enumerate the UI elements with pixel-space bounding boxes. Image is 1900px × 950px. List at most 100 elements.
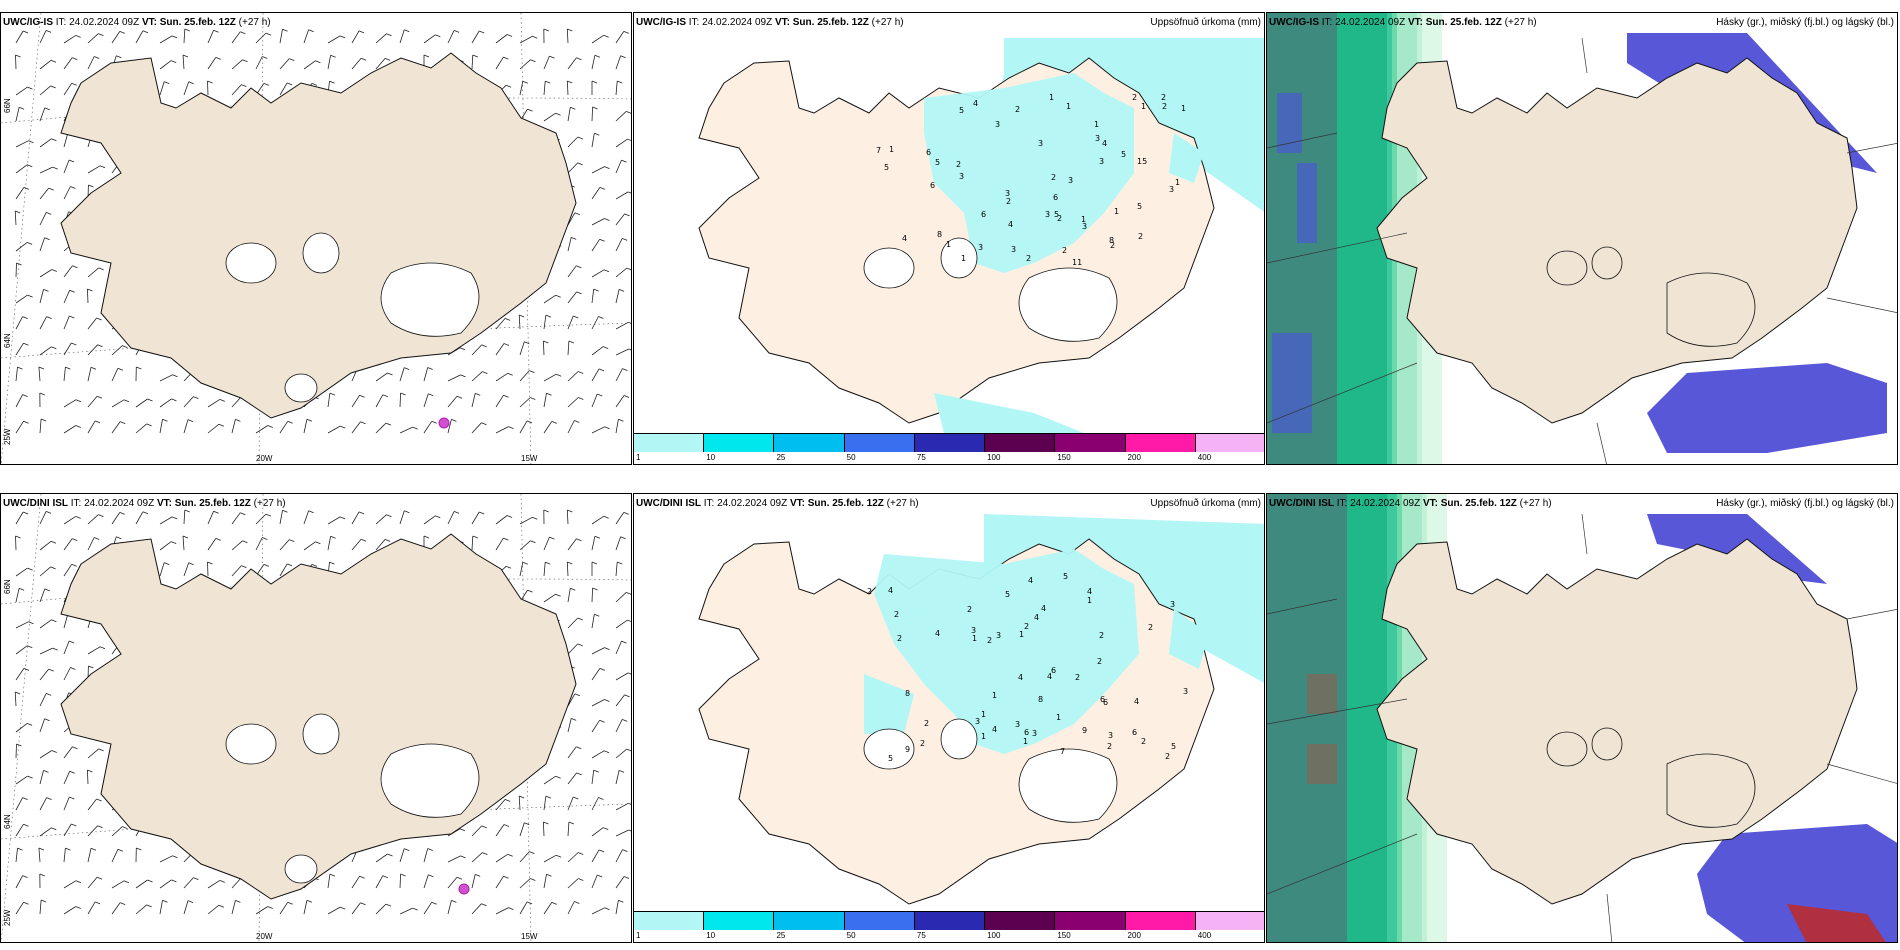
wind-barb-flag	[142, 30, 149, 34]
wind-barb-flag	[519, 314, 525, 318]
wind-barb	[567, 901, 575, 915]
wind-barb-flag	[330, 535, 336, 539]
wind-barb-flag	[75, 880, 82, 884]
wind-barb	[207, 561, 209, 577]
wind-barb	[15, 420, 24, 434]
precip-value-label: 3	[1015, 720, 1020, 729]
wind-barb-flag	[400, 392, 406, 396]
wind-barb	[63, 83, 73, 96]
wind-barb-flag	[567, 509, 573, 513]
wind-barb-flag	[18, 106, 25, 110]
wind-barb	[63, 564, 73, 577]
wind-barb	[351, 394, 360, 408]
colorbar-tick-label: 10	[706, 453, 716, 462]
wind-barb-flag	[219, 880, 225, 883]
wind-barb-flag	[530, 397, 536, 400]
precip-value-label: 4	[888, 586, 893, 595]
precip-marker	[438, 417, 450, 429]
wind-barb	[495, 372, 508, 382]
wind-map-panel-top: UWC/IG-IS IT: 24.02.2024 09Z VT: Sun. 25…	[0, 12, 632, 465]
wind-barb-flag	[94, 420, 101, 424]
wind-barb	[591, 346, 604, 356]
wind-barb-flag	[481, 903, 487, 907]
wind-barb	[39, 59, 52, 70]
wind-barb	[15, 901, 24, 915]
wind-barb	[111, 512, 121, 525]
wind-barb	[495, 875, 504, 889]
wind-barb	[615, 619, 628, 629]
colorbar-tick-label: 400	[1197, 931, 1212, 940]
colorbar-labels: 1 10 25 50 75 100 150 200 400	[634, 931, 1264, 942]
wind-barb-flag	[360, 538, 367, 542]
wind-barb-flag	[555, 593, 561, 597]
wind-barb-flag	[453, 511, 460, 514]
wind-barb-flag	[546, 873, 552, 877]
wind-barb-flag	[72, 57, 78, 60]
wind-barb-flag	[90, 366, 97, 370]
wind-barb	[15, 164, 28, 174]
wind-barb-flag	[386, 33, 392, 37]
wind-barb-flag	[50, 59, 57, 63]
precip-value-label: 2	[1075, 673, 1080, 682]
wind-barb	[615, 213, 625, 226]
wind-barb-flag	[18, 587, 25, 591]
wind-barb-flag	[597, 393, 603, 397]
wind-barb-flag	[568, 821, 575, 825]
wind-barb	[39, 85, 51, 96]
wind-barb-flag	[556, 854, 562, 858]
wind-barb-flag	[311, 83, 318, 86]
wind-barb-flag	[136, 847, 142, 851]
wind-barb	[39, 346, 52, 356]
precip-value-label: 2	[897, 634, 902, 643]
wind-barb-flag	[23, 342, 29, 346]
precip-value-label: 3	[1095, 134, 1100, 143]
precip-value-label: 4	[1134, 697, 1139, 706]
wind-barb	[543, 775, 556, 785]
wind-barb-flag	[481, 825, 487, 829]
precip-value-label: 1	[972, 634, 977, 643]
wind-barb	[15, 394, 23, 408]
wind-barb	[87, 33, 99, 44]
wind-barb	[255, 537, 263, 551]
wind-barb	[567, 772, 577, 785]
wind-barb-flag	[120, 421, 126, 424]
wind-barb-flag	[593, 769, 599, 773]
wind-barb-flag	[98, 267, 104, 271]
wind-barb	[111, 368, 119, 382]
wind-barb-flag	[22, 875, 28, 878]
wind-barb-flag	[87, 288, 93, 292]
wind-barb	[591, 827, 604, 837]
wind-barb-flag	[50, 566, 56, 570]
wind-barb	[615, 191, 629, 200]
wind-barb-flag	[623, 876, 630, 879]
wind-barb	[255, 32, 267, 44]
precip-value-label: 1	[961, 254, 966, 263]
wind-barb-flag	[543, 509, 549, 513]
colorbar-segment	[774, 434, 845, 452]
wind-barb-flag	[620, 55, 626, 59]
precip-value-label: 1	[1175, 178, 1180, 187]
wind-barb-flag	[404, 367, 410, 370]
wind-barb	[615, 849, 623, 863]
wind-barb-flag	[23, 823, 29, 827]
wind-barb	[471, 422, 482, 434]
wind-barb	[615, 289, 620, 304]
wind-barb-flag	[387, 372, 393, 376]
wind-barb	[591, 239, 600, 252]
wind-barb	[87, 56, 95, 70]
wind-barb-flag	[99, 165, 106, 169]
colorbar-segment	[704, 912, 775, 930]
wind-barb	[135, 423, 147, 434]
wind-barb-flag	[628, 348, 631, 351]
wind-barb	[159, 398, 172, 408]
wind-barb	[447, 855, 461, 863]
wind-barb-flag	[97, 825, 103, 829]
precip-value-label: 1	[1056, 713, 1061, 722]
precip-value-label: 3	[1082, 222, 1087, 231]
wind-barb	[519, 562, 524, 577]
wind-barb-flag	[627, 191, 631, 194]
wind-barb	[279, 82, 288, 96]
precip-value-label: 4	[1008, 220, 1013, 229]
wind-barb-flag	[52, 647, 58, 651]
wind-barb-flag	[88, 665, 94, 669]
